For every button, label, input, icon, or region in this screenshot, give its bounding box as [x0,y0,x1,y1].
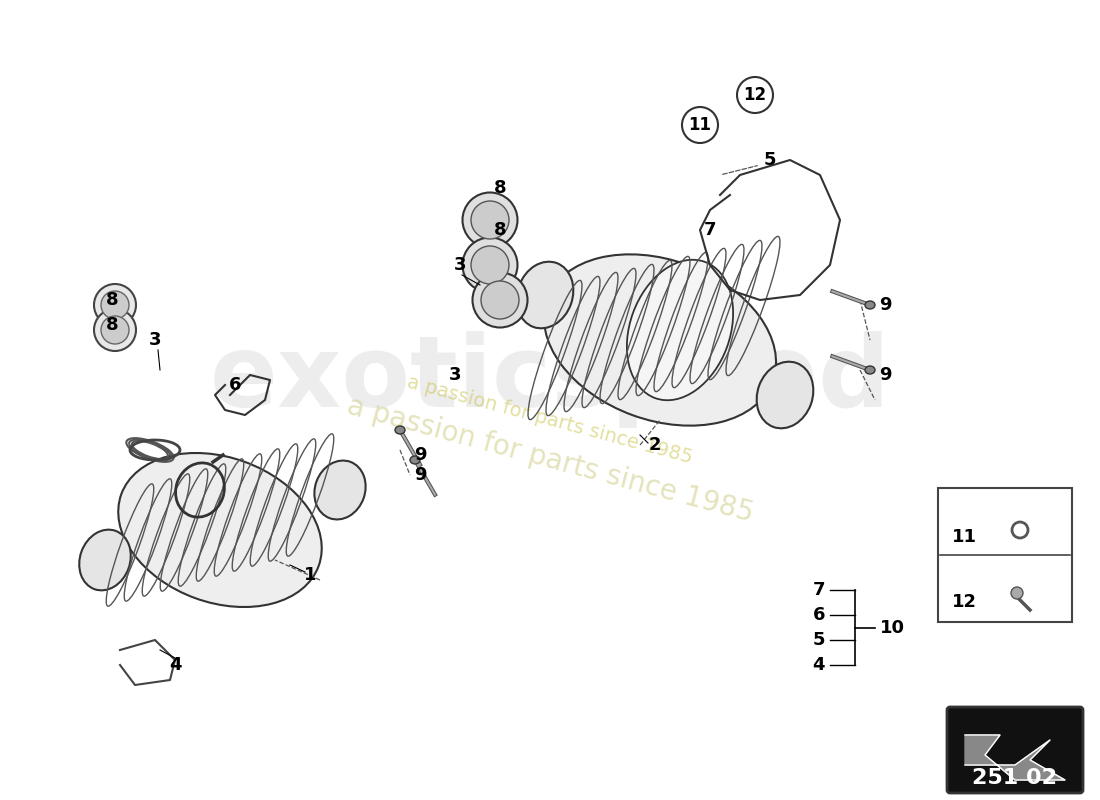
Text: 12: 12 [744,86,767,104]
Text: 4: 4 [168,656,182,674]
Circle shape [1011,587,1023,599]
Ellipse shape [101,291,129,319]
Text: 9: 9 [879,366,891,384]
Text: 8: 8 [494,179,506,197]
Text: exoticspeed: exoticspeed [210,331,890,429]
Text: 9: 9 [414,466,427,484]
Ellipse shape [473,273,528,327]
Ellipse shape [627,260,733,400]
Text: 12: 12 [952,593,977,611]
Text: 8: 8 [106,291,119,309]
Ellipse shape [101,316,129,344]
Text: 10: 10 [880,619,905,637]
Ellipse shape [315,461,365,519]
Text: a passion for parts since 1985: a passion for parts since 1985 [343,392,757,528]
Ellipse shape [517,262,573,328]
Text: 8: 8 [494,221,506,239]
Ellipse shape [410,456,420,464]
Text: a passion for parts since 1985: a passion for parts since 1985 [405,373,695,467]
Text: 2: 2 [649,436,661,454]
Ellipse shape [471,246,509,284]
Ellipse shape [462,238,517,293]
Text: 6: 6 [813,606,825,624]
FancyBboxPatch shape [938,488,1072,622]
Ellipse shape [94,309,136,351]
Text: 3: 3 [148,331,162,349]
Text: 3: 3 [453,256,466,274]
Text: 9: 9 [879,296,891,314]
Text: 11: 11 [689,116,712,134]
Polygon shape [965,735,1065,780]
Ellipse shape [865,366,874,374]
Text: 6: 6 [229,376,241,394]
Text: 7: 7 [704,221,716,239]
Text: 7: 7 [813,581,825,599]
Text: 9: 9 [414,446,427,464]
Ellipse shape [757,362,813,428]
Ellipse shape [395,426,405,434]
Ellipse shape [462,193,517,247]
Ellipse shape [471,201,509,239]
Text: 5: 5 [763,151,777,169]
Ellipse shape [481,281,519,319]
Ellipse shape [79,530,131,590]
Text: 3: 3 [449,366,461,384]
Text: 5: 5 [813,631,825,649]
Ellipse shape [544,254,776,426]
Circle shape [737,77,773,113]
Text: 4: 4 [813,656,825,674]
Circle shape [682,107,718,143]
Text: 11: 11 [952,528,977,546]
Ellipse shape [94,284,136,326]
Text: 251 02: 251 02 [972,768,1057,788]
FancyBboxPatch shape [947,707,1084,793]
Ellipse shape [865,301,874,309]
Text: 1: 1 [304,566,317,584]
Text: 8: 8 [106,316,119,334]
Ellipse shape [119,453,321,607]
